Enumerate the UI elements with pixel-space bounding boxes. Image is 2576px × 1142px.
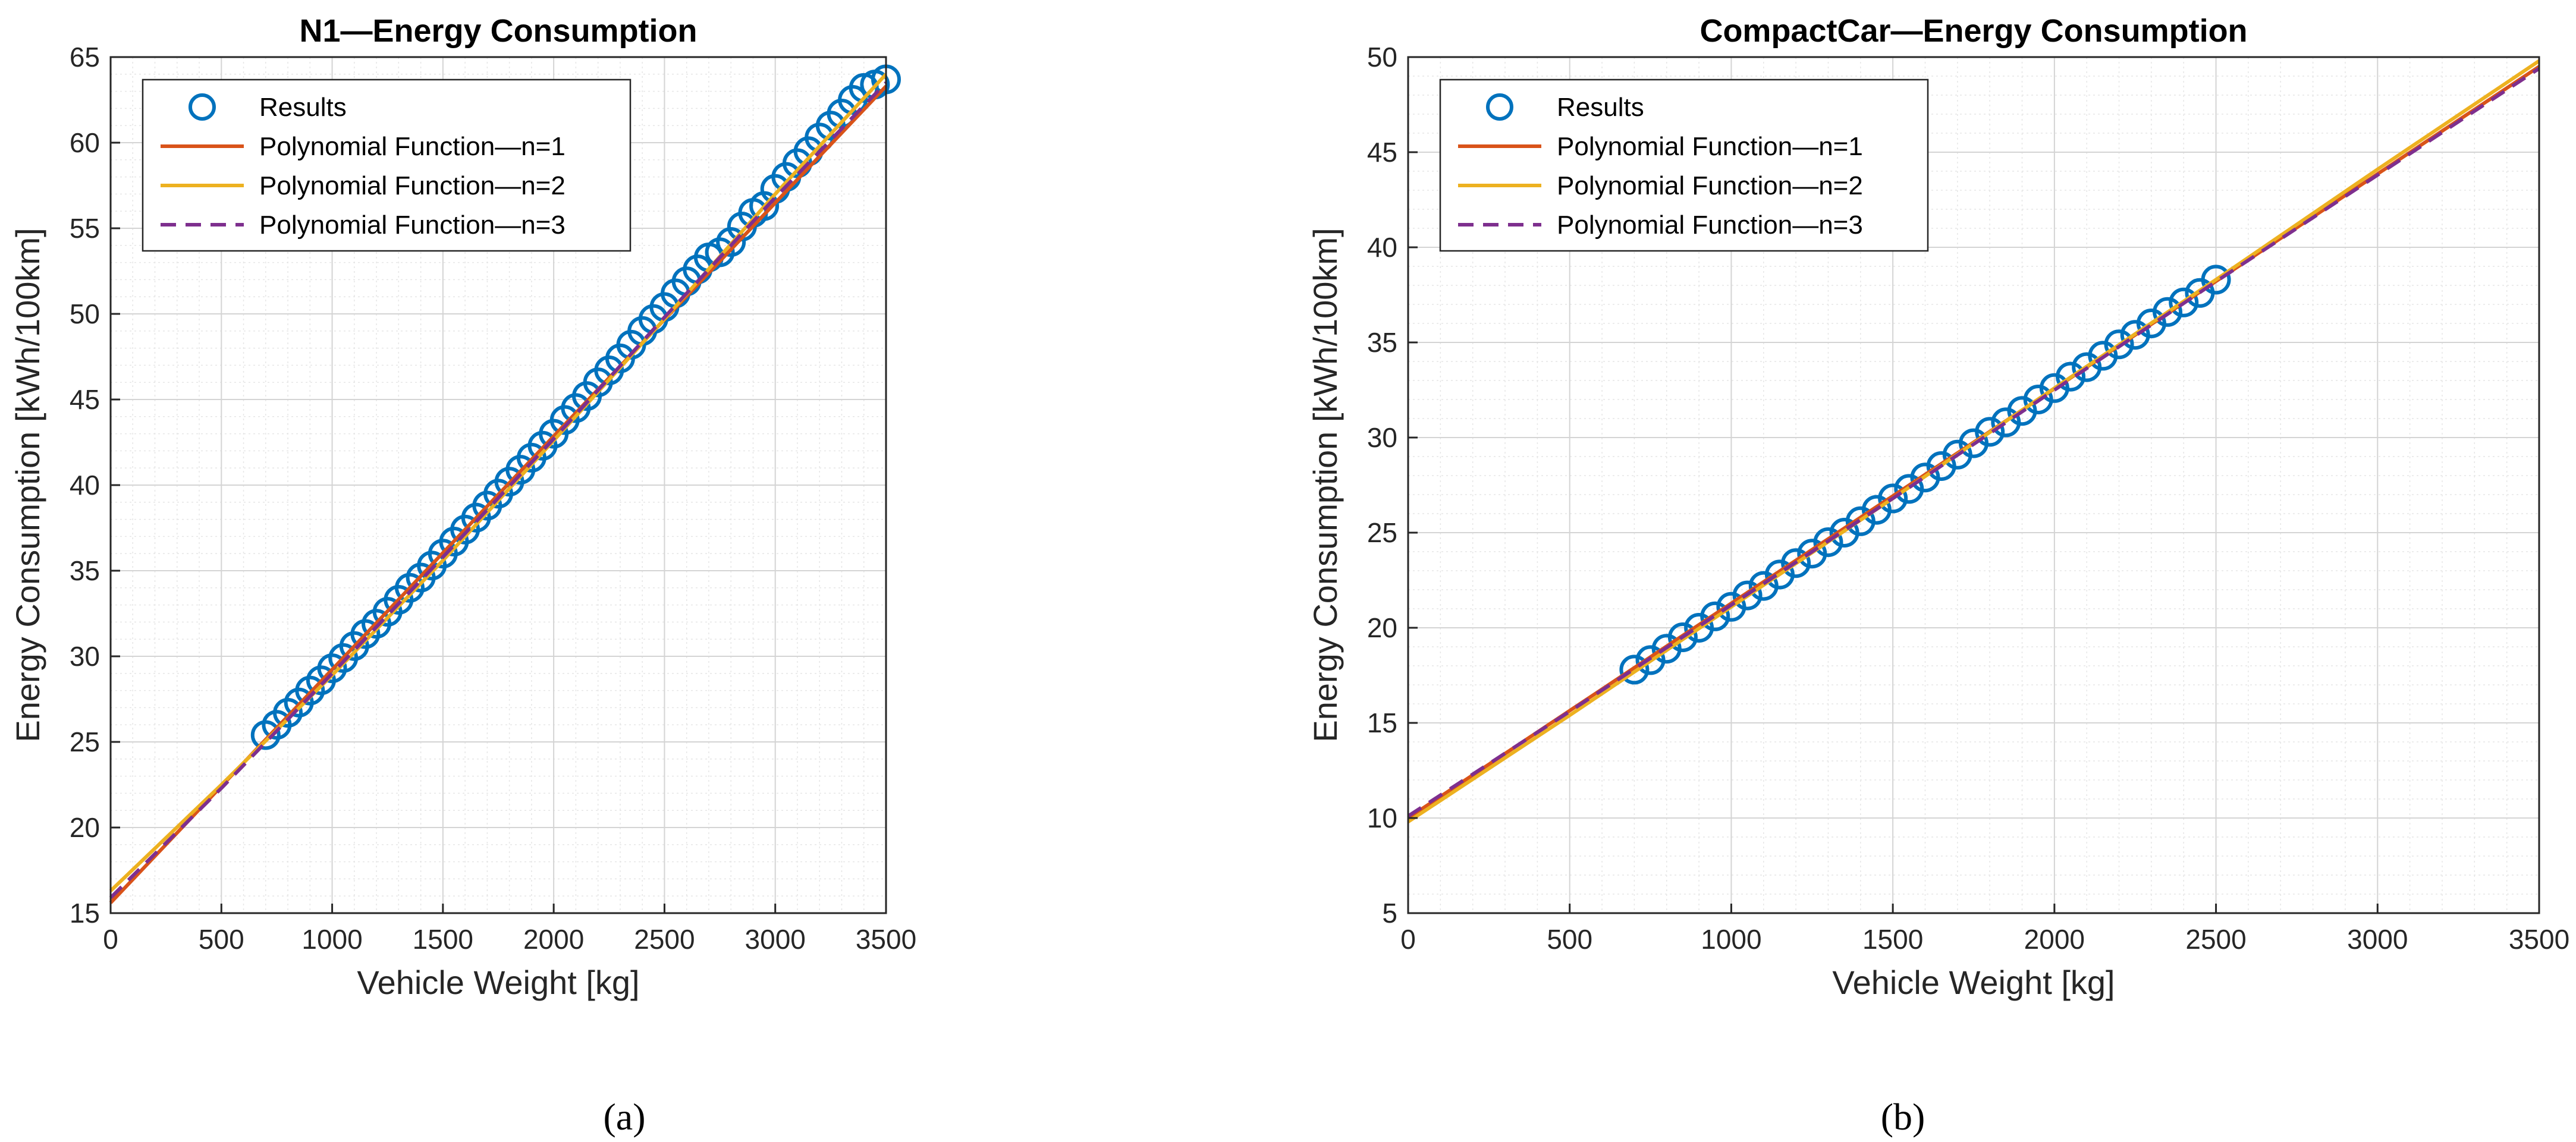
y-tick-label: 20	[1367, 612, 1397, 643]
legend-label: Results	[1557, 93, 1644, 122]
x-tick-label: 0	[1400, 924, 1416, 955]
legend-label: Polynomial Function—n=1	[259, 132, 566, 161]
data-point	[1732, 580, 1763, 611]
x-tick-label: 1000	[1701, 924, 1761, 955]
series-line	[109, 81, 888, 899]
y-tick-label: 50	[1367, 42, 1397, 73]
data-point	[2104, 329, 2134, 360]
legend-entry: Polynomial Function—n=2	[161, 171, 566, 200]
legend-marker	[1486, 93, 1513, 121]
y-tick-label: 40	[70, 470, 100, 501]
subfigure-caption: (b)	[1881, 1096, 1925, 1138]
series-polynomial-function-n-3	[109, 81, 888, 899]
y-tick-label: 60	[70, 127, 100, 158]
data-point	[2153, 297, 2183, 327]
series-results	[1619, 265, 2231, 685]
legend-entry: Polynomial Function—n=3	[1458, 210, 1863, 240]
x-tick-label: 3000	[2347, 924, 2408, 955]
data-point	[1619, 655, 1650, 685]
x-tick-label: 500	[199, 924, 244, 955]
x-tick-label: 2500	[2185, 924, 2246, 955]
x-tick-label: 2000	[2024, 924, 2085, 955]
legend-label: Results	[259, 93, 347, 122]
y-tick-label: 30	[70, 641, 100, 672]
y-tick-label: 15	[1367, 707, 1397, 738]
x-tick-label: 2500	[634, 924, 695, 955]
legend-box	[1439, 78, 1929, 252]
legend-label: Polynomial Function—n=2	[259, 171, 566, 200]
subfigure-caption: (a)	[603, 1096, 645, 1138]
series-line	[1407, 67, 2540, 818]
data-point	[1700, 601, 1730, 631]
chart-n1-energy-consumption: 0 500 1000 1500 2000 2500 3000 3500 15 20 25 30 35 40…	[9, 13, 916, 1138]
x-axis-label: Vehicle Weight [kg]	[357, 964, 639, 1001]
chart-compactcar-energy-consumption: 0 500 1000 1500 2000 2500 3000 3500 5 10 15 20 25 30 3…	[1306, 13, 2569, 1138]
legend-box	[142, 78, 632, 252]
legend-entry: Polynomial Function—n=1	[1458, 132, 1863, 161]
y-tick-label: 65	[70, 42, 100, 73]
data-point	[1878, 483, 1908, 514]
data-point	[1667, 622, 1698, 652]
y-tick-label: 10	[1367, 803, 1397, 833]
y-tick-label: 45	[70, 384, 100, 415]
x-axis-label: Vehicle Weight [kg]	[1832, 964, 2115, 1001]
legend-entry: Polynomial Function—n=2	[1458, 171, 1863, 200]
y-tick-label: 55	[70, 213, 100, 244]
legend-entry: Polynomial Function—n=1	[161, 132, 566, 161]
y-tick-label: 25	[70, 726, 100, 757]
legend-entry: Results	[189, 93, 347, 122]
x-tick-label: 1500	[413, 924, 473, 955]
chart-title: CompactCar—Energy Consumption	[1699, 13, 2247, 49]
y-tick-label: 20	[70, 812, 100, 843]
x-tick-label: 3500	[2509, 924, 2569, 955]
x-tick-label: 500	[1547, 924, 1592, 955]
y-axis-label: Energy Consumption [kWh/100km]	[9, 228, 46, 742]
y-tick-label: 30	[1367, 422, 1397, 453]
data-point	[2201, 265, 2231, 295]
y-tick-label: 35	[70, 555, 100, 586]
y-tick-label: 40	[1367, 232, 1397, 263]
series-polynomial-function-n-3	[1407, 67, 2540, 818]
x-tick-label: 0	[103, 924, 118, 955]
y-tick-label: 25	[1367, 517, 1397, 548]
data-point	[1975, 417, 2005, 447]
legend-label: Polynomial Function—n=2	[1557, 171, 1863, 200]
legend-label: Polynomial Function—n=3	[1557, 210, 1863, 240]
legend-entry: Polynomial Function—n=3	[161, 210, 566, 240]
y-tick-label: 15	[70, 898, 100, 929]
x-tick-label: 2000	[523, 924, 584, 955]
chart-title: N1—Energy Consumption	[299, 13, 697, 49]
legend-label: Polynomial Function—n=3	[259, 210, 566, 240]
data-point	[1781, 548, 1811, 578]
legend: Results Polynomial Function—n=1 Polynomial…	[142, 78, 632, 252]
x-tick-label: 1500	[1862, 924, 1923, 955]
legend-marker	[189, 93, 216, 121]
data-point	[2056, 361, 2086, 392]
axes-box	[1407, 56, 2540, 914]
y-tick-label: 50	[70, 298, 100, 329]
data-point	[1813, 527, 1843, 557]
legend-label: Polynomial Function—n=1	[1557, 132, 1863, 161]
y-axis-label: Energy Consumption [kWh/100km]	[1306, 228, 1344, 742]
x-tick-label: 1000	[301, 924, 362, 955]
x-tick-label: 3000	[745, 924, 806, 955]
legend: Results Polynomial Function—n=1 Polynomial…	[1439, 78, 1929, 252]
y-tick-label: 35	[1367, 327, 1397, 358]
data-point	[2169, 287, 2199, 317]
y-tick-label: 45	[1367, 137, 1397, 168]
y-tick-label: 5	[1382, 898, 1397, 929]
x-tick-label: 3500	[856, 924, 916, 955]
legend-entry: Results	[1486, 93, 1644, 122]
